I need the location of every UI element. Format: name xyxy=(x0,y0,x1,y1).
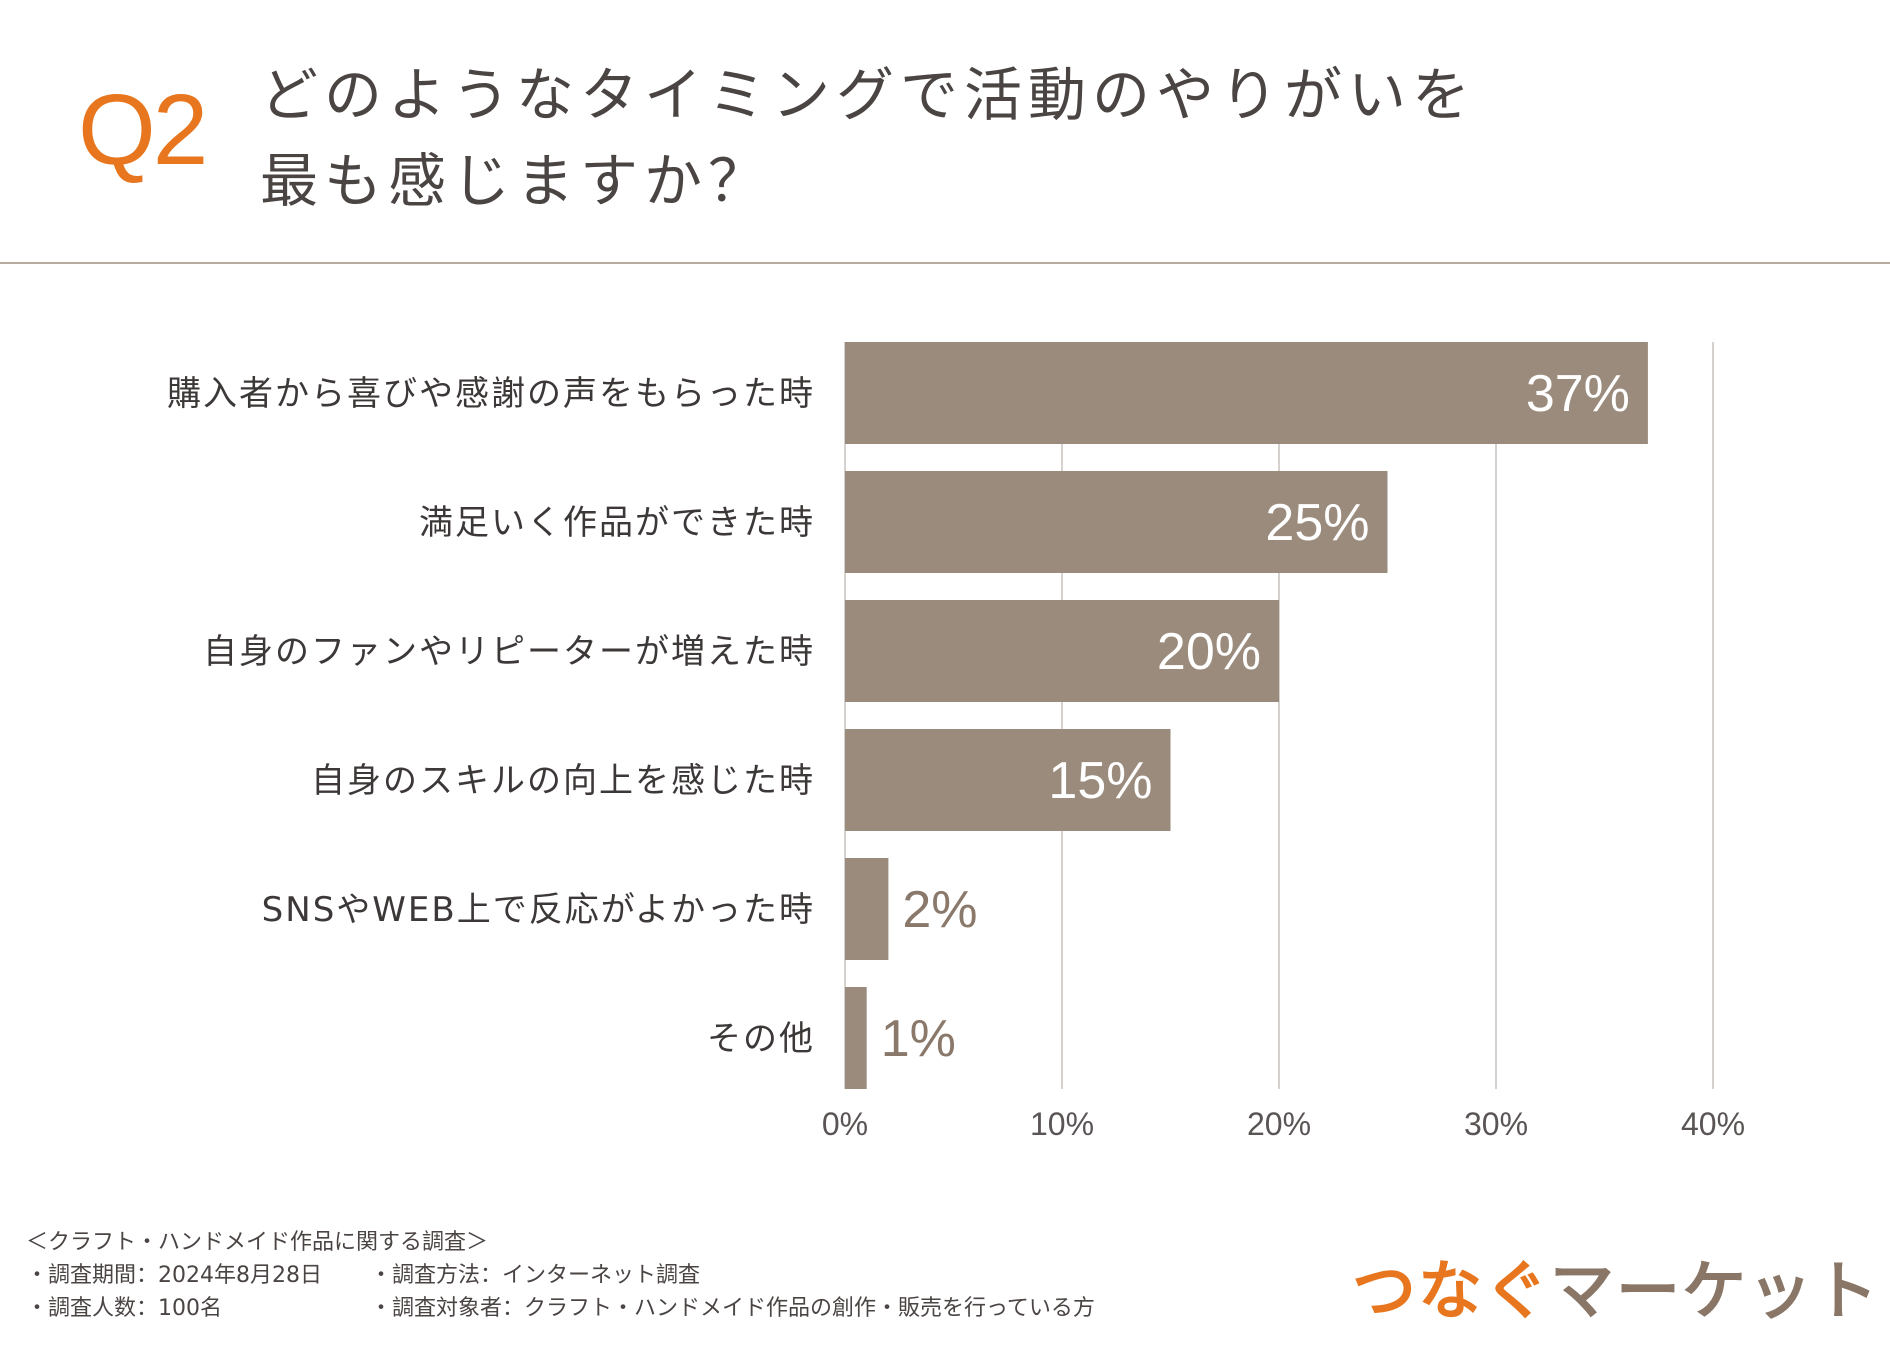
x-tick-label: 40% xyxy=(1681,1106,1745,1142)
bar-6 xyxy=(845,987,867,1089)
category-label: SNSやWEB上で反応がよかった時 xyxy=(262,890,815,930)
category-label: 自身のファンやリピーターが増えた時 xyxy=(203,632,815,672)
x-axis-ticks: 0% 10% 20% 30% 40% xyxy=(822,1106,1745,1142)
value-label: 2% xyxy=(902,881,977,939)
x-tick-label: 30% xyxy=(1464,1106,1528,1142)
category-label: その他 xyxy=(707,1019,815,1059)
logo-part-2: マーケット xyxy=(1550,1255,1880,1329)
survey-target: ・調査対象者：クラフト・ハンドメイド作品の創作・販売を行っている方 xyxy=(370,1296,1095,1321)
logo-part-1: つなぐ xyxy=(1352,1255,1550,1329)
grid-lines xyxy=(844,342,1714,1089)
survey-period: ・調査期間：2024年8月28日 xyxy=(26,1263,322,1288)
footer-row-1: ・調査期間：2024年8月28日 ・調査方法：インターネット調査 xyxy=(26,1259,700,1292)
bar-chart: 購入者から喜びや感謝の声をもらった時満足いく作品ができた時自身のファンやリピータ… xyxy=(167,342,1745,1142)
footer-heading-row: ＜クラフト・ハンドメイド作品に関する調査＞ xyxy=(26,1226,488,1259)
category-label: 満足いく作品ができた時 xyxy=(419,503,815,543)
question-title-line-1: どのようなタイミングで活動のやりがいを xyxy=(260,61,1477,129)
question-title-line-2: 最も感じますか？ xyxy=(260,147,773,215)
survey-count: ・調査人数：100名 xyxy=(26,1296,222,1321)
value-label: 1% xyxy=(881,1010,956,1068)
category-label: 自身のスキルの向上を感じた時 xyxy=(311,761,815,801)
survey-method: ・調査方法：インターネット調査 xyxy=(370,1263,701,1288)
x-tick-label: 10% xyxy=(1030,1106,1094,1142)
category-labels: 購入者から喜びや感謝の声をもらった時満足いく作品ができた時自身のファンやリピータ… xyxy=(167,374,815,1059)
x-tick-label: 0% xyxy=(822,1106,868,1142)
bar-1 xyxy=(845,342,1648,444)
category-label: 購入者から喜びや感謝の声をもらった時 xyxy=(167,374,815,414)
bar-2 xyxy=(845,471,1388,573)
bar-4 xyxy=(845,729,1171,831)
brand-logo: つなぐマーケット xyxy=(1352,1240,1880,1332)
bars xyxy=(845,342,1648,1089)
footer-heading: ＜クラフト・ハンドメイド作品に関する調査＞ xyxy=(26,1230,489,1255)
value-labels: 37% 25% 20% 15% 2% 1% xyxy=(881,365,1630,1068)
question-number: Q2 xyxy=(78,74,208,186)
bar-3 xyxy=(845,600,1279,702)
value-label: 25% xyxy=(1265,494,1369,552)
bar-5 xyxy=(845,858,889,960)
x-tick-label: 20% xyxy=(1247,1106,1311,1142)
footer-row-2: ・調査人数：100名 ・調査対象者：クラフト・ハンドメイド作品の創作・販売を行っ… xyxy=(26,1292,1095,1325)
header: Q2 どのようなタイミングで活動のやりがいを 最も感じますか？ xyxy=(0,0,1890,264)
survey-footer: ＜クラフト・ハンドメイド作品に関する調査＞ ・調査期間：2024年8月28日 ・… xyxy=(26,1226,1095,1325)
value-label: 20% xyxy=(1157,623,1261,681)
value-label: 15% xyxy=(1048,752,1152,810)
value-label: 37% xyxy=(1526,365,1630,423)
